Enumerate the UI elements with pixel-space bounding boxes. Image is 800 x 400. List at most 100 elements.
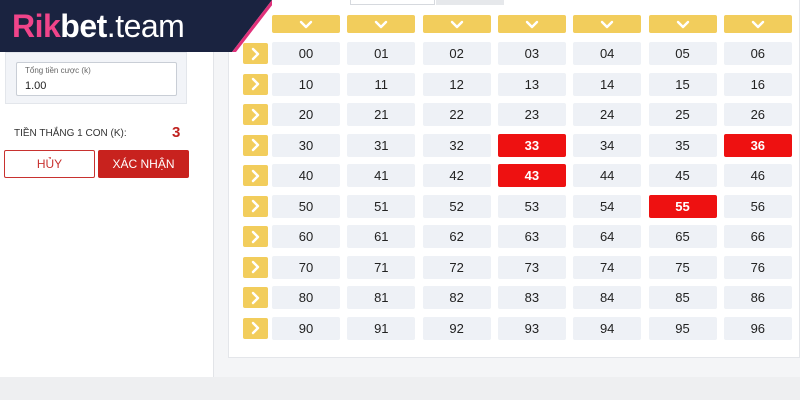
number-cell[interactable]: 63 [497, 225, 566, 248]
number-cell[interactable]: 23 [497, 103, 566, 126]
win-amount-value: 3 [172, 124, 181, 141]
number-cell[interactable]: 12 [422, 72, 491, 96]
row-select-3[interactable] [243, 134, 268, 156]
number-cell[interactable]: 34 [573, 133, 642, 157]
number-cell[interactable]: 22 [422, 103, 491, 126]
number-cell[interactable]: 52 [422, 194, 491, 218]
number-cell[interactable]: 54 [573, 194, 642, 218]
number-cell[interactable]: 13 [497, 72, 566, 96]
column-select-5[interactable] [648, 15, 717, 33]
number-cell[interactable]: 36 [723, 133, 792, 157]
row-select-1[interactable] [243, 73, 268, 95]
number-cell[interactable]: 80 [272, 286, 340, 309]
number-cell[interactable]: 30 [272, 133, 340, 157]
number-cell[interactable]: 46 [723, 164, 792, 187]
row-select-7[interactable] [243, 256, 268, 278]
number-cell[interactable]: 74 [573, 255, 642, 279]
logo-brand-team: .team [106, 8, 185, 44]
number-cell[interactable]: 42 [422, 164, 491, 187]
number-cell[interactable]: 65 [648, 225, 717, 248]
number-cell[interactable]: 66 [723, 225, 792, 248]
chevron-right-icon [251, 47, 260, 61]
number-cell[interactable]: 86 [723, 286, 792, 309]
row-select-4[interactable] [243, 165, 268, 186]
number-cell[interactable]: 50 [272, 194, 340, 218]
column-select-6[interactable] [723, 15, 792, 33]
number-cell[interactable]: 04 [573, 42, 642, 65]
number-cell[interactable]: 16 [723, 72, 792, 96]
column-select-0[interactable] [272, 15, 340, 33]
number-cell[interactable]: 62 [422, 225, 491, 248]
number-cell[interactable]: 26 [723, 103, 792, 126]
number-cell[interactable]: 41 [347, 164, 416, 187]
number-cell[interactable]: 96 [723, 316, 792, 340]
number-cell[interactable]: 24 [573, 103, 642, 126]
number-cell[interactable]: 05 [648, 42, 717, 65]
number-cell[interactable]: 35 [648, 133, 717, 157]
number-cell[interactable]: 44 [573, 164, 642, 187]
number-cell[interactable]: 76 [723, 255, 792, 279]
number-cell[interactable]: 21 [347, 103, 416, 126]
row-select-9[interactable] [243, 317, 268, 339]
number-cell[interactable]: 45 [648, 164, 717, 187]
row-select-5[interactable] [243, 195, 268, 217]
number-cell[interactable]: 40 [272, 164, 340, 187]
chevron-right-icon [251, 291, 260, 305]
number-cell[interactable]: 03 [497, 42, 566, 65]
number-cell[interactable]: 00 [272, 42, 340, 65]
number-cell[interactable]: 02 [422, 42, 491, 65]
chevron-down-icon [299, 20, 313, 29]
number-cell[interactable]: 51 [347, 194, 416, 218]
number-cell[interactable]: 73 [497, 255, 566, 279]
number-cell[interactable]: 83 [497, 286, 566, 309]
column-select-4[interactable] [573, 15, 642, 33]
column-select-3[interactable] [497, 15, 566, 33]
number-cell[interactable]: 55 [648, 194, 717, 218]
chevron-down-icon [600, 20, 614, 29]
chevron-down-icon [450, 20, 464, 29]
number-cell[interactable]: 20 [272, 103, 340, 126]
number-cell[interactable]: 33 [497, 133, 566, 157]
number-cell[interactable]: 43 [497, 164, 566, 187]
column-select-1[interactable] [347, 15, 416, 33]
number-cell[interactable]: 91 [347, 316, 416, 340]
number-cell[interactable]: 90 [272, 316, 340, 340]
row-select-8[interactable] [243, 287, 268, 308]
number-cell[interactable]: 31 [347, 133, 416, 157]
number-cell[interactable]: 56 [723, 194, 792, 218]
number-cell[interactable]: 61 [347, 225, 416, 248]
number-cell[interactable]: 72 [422, 255, 491, 279]
column-select-2[interactable] [422, 15, 491, 33]
number-cell[interactable]: 53 [497, 194, 566, 218]
number-cell[interactable]: 84 [573, 286, 642, 309]
number-cell[interactable]: 11 [347, 72, 416, 96]
cancel-button[interactable]: HỦY [4, 150, 95, 178]
number-cell[interactable]: 71 [347, 255, 416, 279]
number-cell[interactable]: 01 [347, 42, 416, 65]
row-select-6[interactable] [243, 226, 268, 247]
number-cell[interactable]: 32 [422, 133, 491, 157]
number-cell[interactable]: 06 [723, 42, 792, 65]
chevron-right-icon [251, 321, 260, 335]
number-cell[interactable]: 92 [422, 316, 491, 340]
row-select-2[interactable] [243, 104, 268, 125]
row-select-0[interactable] [243, 43, 268, 64]
number-cell[interactable]: 75 [648, 255, 717, 279]
number-cell[interactable]: 81 [347, 286, 416, 309]
logo-text: Rikbet.team [12, 6, 185, 46]
number-cell[interactable]: 10 [272, 72, 340, 96]
number-cell[interactable]: 15 [648, 72, 717, 96]
number-cell[interactable]: 64 [573, 225, 642, 248]
number-cell[interactable]: 70 [272, 255, 340, 279]
number-cell[interactable]: 93 [497, 316, 566, 340]
number-cell[interactable]: 85 [648, 286, 717, 309]
number-cell[interactable]: 25 [648, 103, 717, 126]
top-button-edge [436, 0, 504, 5]
number-cell[interactable]: 82 [422, 286, 491, 309]
confirm-button[interactable]: XÁC NHẬN [98, 150, 189, 178]
number-cell[interactable]: 60 [272, 225, 340, 248]
number-cell[interactable]: 14 [573, 72, 642, 96]
number-cell[interactable]: 95 [648, 316, 717, 340]
number-cell[interactable]: 94 [573, 316, 642, 340]
bet-amount-field[interactable]: Tổng tiền cược (k) 1.00 [16, 62, 177, 96]
